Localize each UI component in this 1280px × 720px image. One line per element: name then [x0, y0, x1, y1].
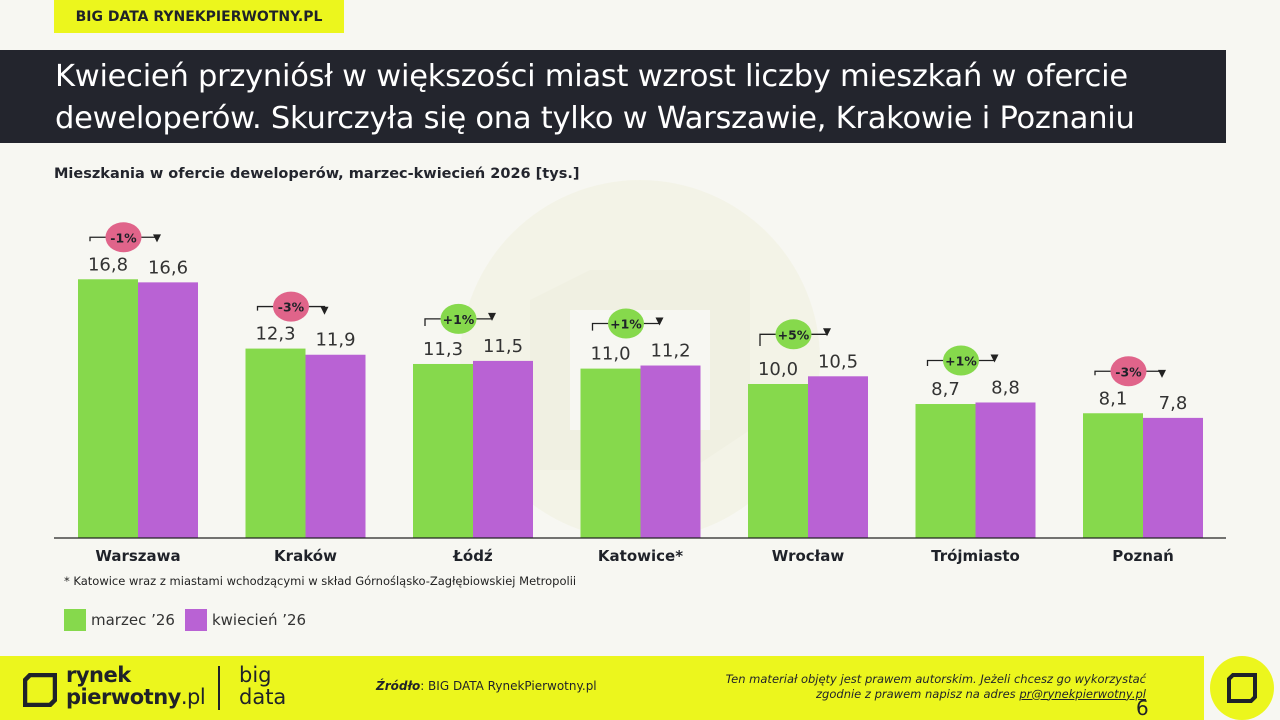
footnote: * Katowice wraz z miastami wchodzącymi w…: [64, 574, 577, 588]
change-badge-label: +1%: [610, 317, 642, 332]
bar-value-label: 10,5: [818, 351, 858, 372]
legend: marzec ’26 kwiecień ’26: [64, 609, 316, 631]
bar-march-6: [1083, 413, 1143, 538]
copyright-note: Ten materiał objęty jest prawem autorski…: [725, 672, 1146, 701]
bar-march-1: [245, 348, 306, 538]
x-tick-label: Poznań: [1112, 547, 1174, 565]
x-tick-label: Trójmiasto: [931, 547, 1020, 565]
bar-april-4: [808, 376, 868, 538]
title-band: [0, 50, 1226, 143]
bar-value-label: 11,0: [590, 344, 630, 365]
change-indicator: +1%: [591, 308, 664, 339]
change-badge-label: +1%: [443, 312, 475, 327]
change-badge-label: +1%: [945, 353, 977, 368]
page-title: Kwiecień przyniósł w większości miast wz…: [55, 59, 1135, 136]
legend-label-april: kwiecień ’26: [211, 611, 307, 629]
corner-logo-icon: [1227, 673, 1257, 703]
x-tick-label: Warszawa: [95, 547, 180, 565]
bar-march-2: [413, 363, 473, 538]
change-indicator: +1%: [424, 303, 496, 334]
contact-email-link[interactable]: pr@rynekpierwotny.pl: [1019, 686, 1146, 701]
bar-value-label: 12,3: [255, 324, 295, 345]
legend-item-march: marzec ’26: [64, 609, 175, 631]
brand-tag: BIG DATA RYNEKPIERWOTNY.PL: [54, 0, 344, 33]
bar-april-2: [473, 360, 533, 538]
bar-march-5: [915, 404, 976, 538]
bar-april-6: [1143, 417, 1203, 538]
change-badge-label: -1%: [110, 230, 137, 245]
logo-wordmark: rynek pierwotny.pl: [66, 663, 206, 709]
bar-march-0: [78, 279, 138, 538]
bar-april-0: [138, 282, 198, 538]
change-badge-label: -3%: [1115, 364, 1142, 379]
bar-value-label: 7,8: [1159, 393, 1188, 414]
legend-swatch-april: [184, 609, 207, 631]
change-indicator: -1%: [89, 222, 161, 253]
change-badge-label: +5%: [778, 327, 810, 342]
x-tick-label: Katowice*: [598, 547, 683, 565]
bar-value-label: 11,3: [423, 339, 463, 360]
footer-band: [0, 656, 1204, 720]
legend-swatch-march: [64, 609, 86, 631]
bar-value-label: 8,1: [1099, 388, 1128, 409]
bar-value-label: 11,2: [650, 341, 690, 362]
x-tick-label: Łódź: [452, 547, 493, 565]
bar-value-label: 10,0: [758, 359, 798, 380]
x-tick-label: Kraków: [274, 547, 337, 565]
bar-value-label: 8,7: [931, 379, 960, 400]
rynekpierwotny-logo-icon: [23, 673, 57, 707]
legend-label-march: marzec ’26: [91, 611, 175, 629]
bar-march-4: [748, 384, 808, 538]
x-tick-label: Wrocław: [772, 547, 845, 565]
bar-value-label: 16,8: [88, 254, 128, 275]
legend-item-april: kwiecień ’26: [184, 609, 307, 631]
change-badge-label: -3%: [278, 300, 305, 315]
bar-march-3: [580, 368, 641, 538]
change-indicator: +5%: [759, 319, 831, 350]
change-indicator: +1%: [926, 345, 999, 376]
page-number: 6: [1136, 696, 1149, 720]
bar-value-label: 16,6: [148, 257, 188, 278]
corner-logo-badge: [1210, 656, 1274, 720]
bar-value-label: 11,5: [483, 336, 523, 357]
bar-april-3: [640, 365, 701, 538]
change-indicator: -3%: [1094, 356, 1166, 387]
change-indicator: -3%: [256, 291, 329, 322]
logo-divider: [218, 666, 220, 710]
big-data-wordmark: big data: [239, 663, 287, 709]
bar-april-1: [305, 354, 366, 538]
bar-value-label: 11,9: [315, 330, 355, 351]
bar-value-label: 8,8: [991, 377, 1020, 398]
source-note: Źródło: BIG DATA RynekPierwotny.pl: [376, 679, 597, 693]
bar-april-5: [975, 402, 1036, 538]
chart-title: Mieszkania w ofercie deweloperów, marzec…: [54, 166, 580, 182]
